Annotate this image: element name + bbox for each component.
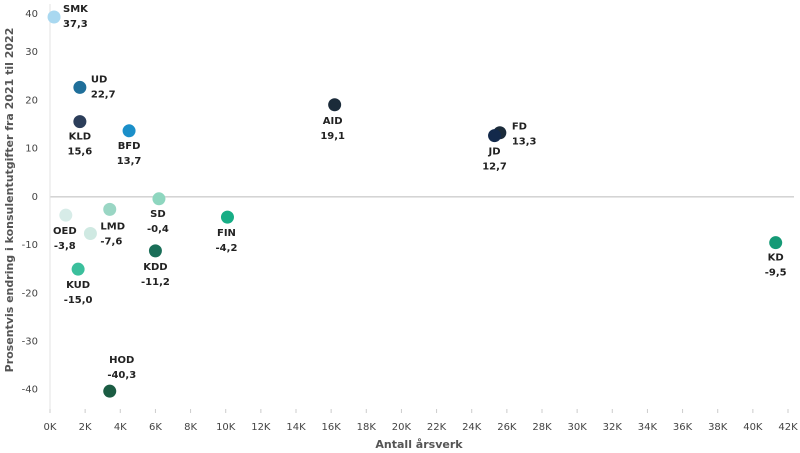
x-tick-label: 30K xyxy=(567,422,587,433)
x-tick-label: 0K xyxy=(44,422,57,433)
point xyxy=(148,244,162,258)
value-label: -40,3 xyxy=(107,370,136,381)
y-tick-label: 10 xyxy=(25,144,38,155)
point xyxy=(769,236,783,250)
point xyxy=(122,124,136,138)
y-tick-label: -40 xyxy=(22,385,38,396)
point-label: JD xyxy=(488,147,501,158)
value-label: -9,5 xyxy=(765,268,787,279)
point xyxy=(59,208,73,222)
x-tick-label: 16K xyxy=(321,422,341,433)
value-label: 12,7 xyxy=(482,162,507,173)
x-tick-label: 14K xyxy=(286,422,306,433)
x-tick-label: 26K xyxy=(497,422,517,433)
x-tick-label: 36K xyxy=(673,422,693,433)
point-label: SD xyxy=(150,209,166,220)
value-label: -11,2 xyxy=(141,277,170,288)
x-tick-label: 40K xyxy=(743,422,763,433)
x-tick-label: 6K xyxy=(149,422,162,433)
x-tick-label: 24K xyxy=(462,422,482,433)
point xyxy=(220,210,234,224)
x-tick-label: 22K xyxy=(427,422,447,433)
point-label: LMD xyxy=(100,222,125,233)
point xyxy=(488,129,502,143)
point xyxy=(103,202,117,216)
x-tick-label: 8K xyxy=(184,422,197,433)
point-label: HOD xyxy=(109,355,134,366)
value-label: 13,3 xyxy=(512,137,537,148)
point xyxy=(152,192,166,206)
x-tick-label: 12K xyxy=(251,422,271,433)
y-tick-label: -10 xyxy=(22,240,38,251)
point-label: KDD xyxy=(143,262,167,273)
point xyxy=(73,80,87,94)
x-tick-label: 32K xyxy=(603,422,623,433)
point-label: OED xyxy=(53,226,77,237)
point-label: KUD xyxy=(66,280,90,291)
point-label: UD xyxy=(91,74,107,85)
y-tick-label: 40 xyxy=(25,9,38,20)
point-label: AID xyxy=(323,116,343,127)
point xyxy=(73,115,87,129)
y-tick-label: 0 xyxy=(32,192,38,203)
x-tick-label: 34K xyxy=(638,422,658,433)
value-label: -15,0 xyxy=(64,295,93,306)
y-tick-label: -20 xyxy=(22,288,38,299)
value-label: 13,7 xyxy=(117,156,142,167)
value-label: -4,2 xyxy=(216,243,238,254)
point-label: FIN xyxy=(217,228,236,239)
value-label: 22,7 xyxy=(91,89,116,100)
y-tick-label: 30 xyxy=(25,47,38,58)
y-tick-label: 20 xyxy=(25,95,38,106)
x-tick-label: 28K xyxy=(532,422,552,433)
x-tick-label: 4K xyxy=(114,422,127,433)
value-label: -7,6 xyxy=(100,237,122,248)
point xyxy=(47,10,61,24)
y-tick-label: -30 xyxy=(22,337,38,348)
point-label: BFD xyxy=(118,141,141,152)
point-label: FD xyxy=(512,122,527,133)
x-tick-label: 38K xyxy=(708,422,728,433)
value-label: 15,6 xyxy=(68,147,93,158)
x-tick-label: 2K xyxy=(79,422,92,433)
value-label: 37,3 xyxy=(63,19,88,30)
point-label: KLD xyxy=(69,132,91,143)
point-label: KD xyxy=(768,253,784,264)
value-label: -3,8 xyxy=(54,241,76,252)
x-tick-label: 10K xyxy=(216,422,236,433)
y-axis-label: Prosentvis endring i konsulentutgifter f… xyxy=(3,28,16,373)
x-tick-label: 42K xyxy=(778,422,798,433)
x-tick-label: 20K xyxy=(392,422,412,433)
value-label: 19,1 xyxy=(320,131,345,142)
point xyxy=(71,262,85,276)
point xyxy=(328,98,342,112)
value-label: -0,4 xyxy=(147,224,169,235)
point-label: SMK xyxy=(63,4,89,15)
point xyxy=(83,227,97,240)
point xyxy=(103,384,117,398)
x-tick-label: 18K xyxy=(357,422,377,433)
x-axis-label: Antall årsverk xyxy=(375,438,463,451)
